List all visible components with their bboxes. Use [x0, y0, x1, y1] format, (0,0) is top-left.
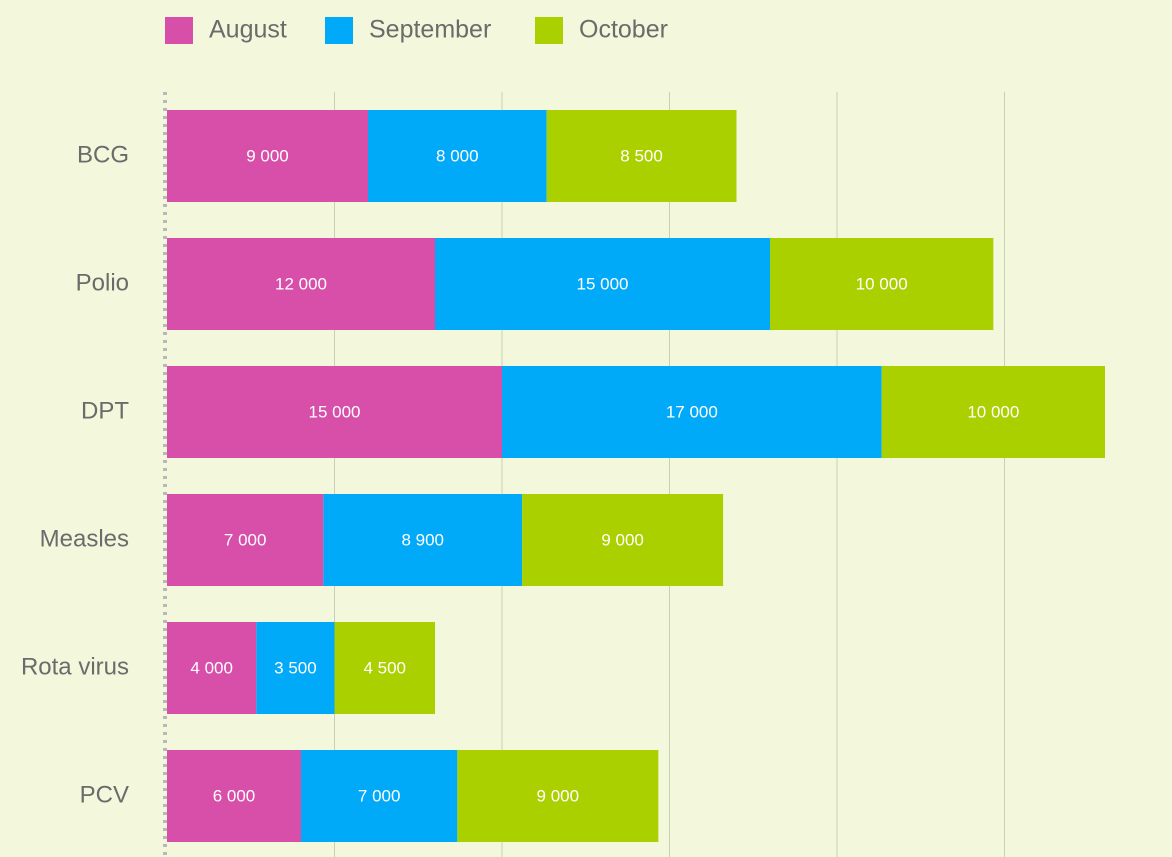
data-label: 17 000	[666, 402, 718, 421]
data-label: 15 000	[577, 274, 629, 293]
bar-segment	[301, 750, 458, 842]
data-label: 12 000	[275, 274, 327, 293]
bar-segment	[546, 110, 737, 202]
data-label: 8 000	[436, 146, 479, 165]
bar-segment	[167, 110, 368, 202]
bar-segment	[167, 238, 435, 330]
data-label: 9 000	[246, 146, 289, 165]
legend-label: October	[579, 16, 668, 44]
legend-label: September	[369, 16, 491, 44]
y-tick-label: Polio	[76, 269, 129, 296]
bar-segment	[167, 750, 301, 842]
bar-segment	[256, 622, 335, 714]
data-label: 8 500	[620, 146, 663, 165]
data-label: 3 500	[274, 658, 317, 677]
data-label: 4 500	[363, 658, 406, 677]
bar-segment	[167, 494, 324, 586]
bar-segment	[881, 366, 1105, 458]
data-label: 9 000	[537, 786, 580, 805]
legend-label: August	[209, 16, 287, 44]
data-label: 10 000	[967, 402, 1019, 421]
legend-swatch	[535, 17, 563, 44]
bar-segment	[502, 366, 882, 458]
bar-segment	[167, 366, 502, 458]
bar-segment	[435, 238, 770, 330]
bar-segment	[334, 622, 435, 714]
data-label: 7 000	[224, 530, 267, 549]
bar-segment	[368, 110, 547, 202]
y-tick-label: PCV	[80, 781, 129, 808]
y-tick-label: DPT	[81, 397, 129, 424]
data-label: 8 900	[401, 530, 444, 549]
y-tick-label: Rota virus	[21, 653, 129, 680]
data-label: 15 000	[309, 402, 361, 421]
bar-segment	[522, 494, 724, 586]
bar-segment	[770, 238, 994, 330]
y-tick-label: BCG	[77, 141, 129, 168]
data-label: 7 000	[358, 786, 401, 805]
bar-segment	[167, 622, 257, 714]
y-tick-label: Measles	[40, 525, 129, 552]
data-label: 6 000	[213, 786, 256, 805]
data-label: 9 000	[601, 530, 644, 549]
data-label: 4 000	[190, 658, 233, 677]
legend-swatch	[165, 17, 193, 44]
legend-swatch	[325, 17, 353, 44]
bar-segment	[323, 494, 523, 586]
data-label: 10 000	[856, 274, 908, 293]
bar-segment	[457, 750, 659, 842]
